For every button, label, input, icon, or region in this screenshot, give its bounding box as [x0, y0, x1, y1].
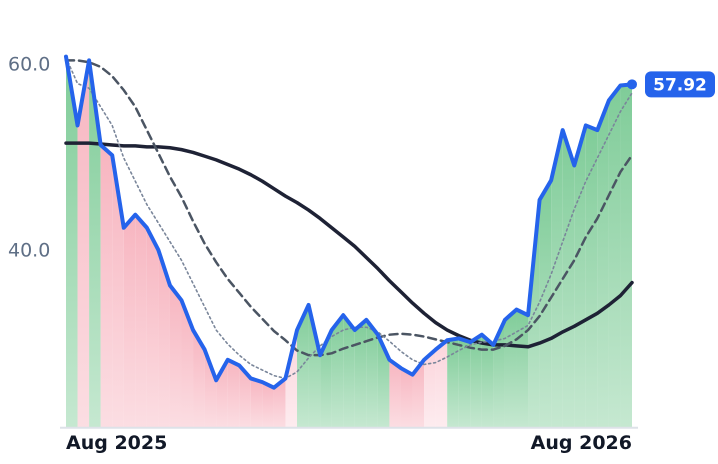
x-tick-label: Aug 2025 — [66, 432, 167, 454]
area-segment — [181, 300, 194, 428]
y-tick-label: 40.0 — [8, 240, 50, 262]
area-segment — [227, 359, 240, 428]
area-segment — [354, 319, 367, 428]
area-segment — [424, 349, 436, 428]
area-segment — [262, 382, 274, 428]
y-tick-label: 60.0 — [8, 54, 50, 76]
series-line — [64, 141, 634, 349]
area-segment — [297, 304, 309, 428]
area-segment — [585, 125, 598, 428]
area-segment — [412, 359, 425, 428]
area-segment — [77, 60, 90, 428]
area-segment — [89, 60, 101, 428]
value-badge — [645, 71, 715, 98]
area-segment — [331, 315, 344, 428]
area-segment — [539, 180, 552, 428]
last-point — [627, 79, 637, 90]
series-line — [64, 54, 634, 390]
area-segment — [447, 338, 459, 428]
value-label: 57.92 — [653, 75, 707, 95]
area-segment — [366, 319, 378, 428]
area-segment — [562, 130, 575, 428]
area-segment — [400, 368, 413, 428]
area-segment — [435, 340, 448, 428]
area-segment — [608, 85, 621, 428]
x-tick-label: Aug 2026 — [531, 432, 632, 454]
area-segment — [470, 334, 482, 428]
area-segment — [250, 378, 263, 428]
area-segment — [204, 349, 217, 428]
series-line — [64, 59, 634, 357]
area-segment — [308, 304, 321, 428]
area-segment — [158, 250, 170, 428]
area-segment — [481, 334, 494, 428]
area-segment — [597, 100, 609, 428]
area-segment — [574, 125, 586, 428]
area-segment — [273, 378, 286, 428]
area-segment — [285, 330, 298, 428]
area-segment — [516, 309, 529, 428]
area-segment — [504, 309, 517, 428]
area-segment — [493, 319, 505, 428]
area-segment — [389, 359, 401, 428]
area-segment — [112, 155, 124, 428]
area-segment — [135, 214, 147, 428]
area-segment — [620, 84, 632, 428]
area-segment — [66, 56, 78, 428]
series-line — [65, 56, 633, 380]
area-segment — [169, 285, 182, 428]
area-segment — [458, 338, 471, 428]
area-segment — [551, 130, 563, 428]
area-segment — [123, 214, 136, 428]
area-segment — [193, 330, 205, 428]
area-segment — [239, 365, 251, 428]
area-segment — [100, 144, 113, 428]
area-segment — [343, 315, 355, 428]
area-segment — [146, 227, 159, 428]
